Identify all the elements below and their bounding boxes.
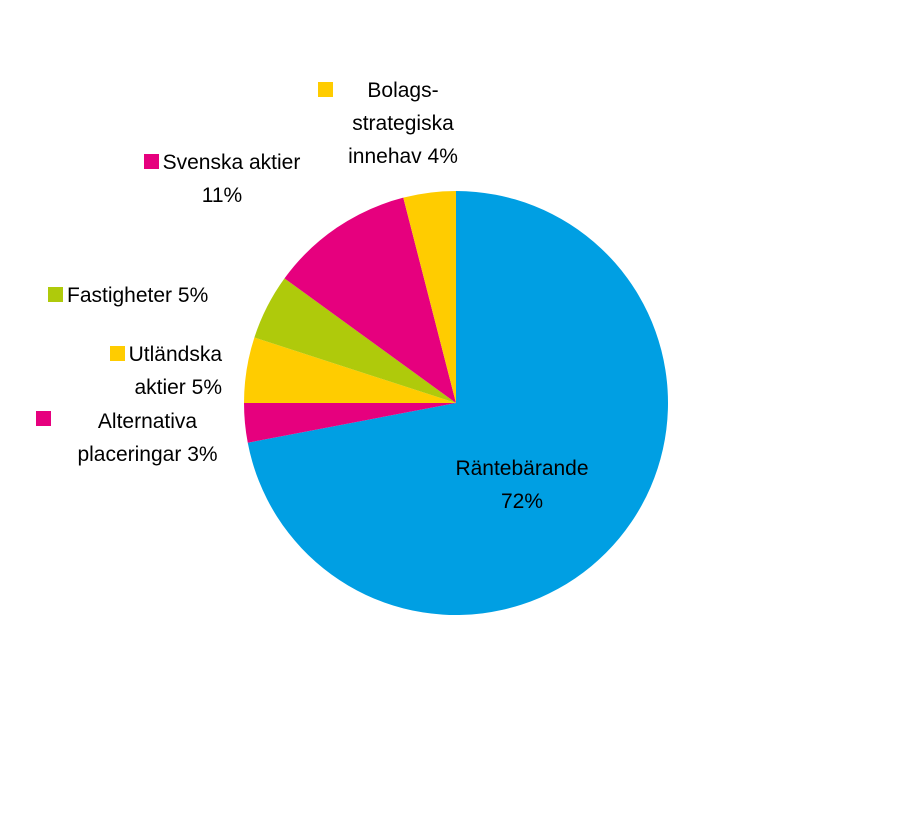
slice-label: Bolags-strategiska innehav 4% [333,74,473,173]
category-name: Fastigheter [67,284,173,307]
pie-slice [244,403,456,443]
legend-swatch [109,346,125,361]
slice-label: Alternativa placeringar 3% [63,405,233,471]
pie-slice [284,197,456,403]
category-name: Svenska aktier [162,151,301,174]
pie-slice [247,191,668,615]
category-name: Bolags-strategiska innehav [348,79,454,168]
value-label: 3% [187,443,218,466]
category-name: Utländska aktier [128,343,222,399]
value-label: 5% [191,376,222,399]
legend-swatch [318,82,333,97]
slice-label: Räntebärande 72% [422,452,622,518]
slice-label: Fastigheter 5% [48,279,263,312]
category-name: Räntebärande [455,457,589,480]
pie-slice [244,337,456,403]
legend-swatch [143,154,159,169]
value-label: 11% [201,184,243,207]
slice-label: Utländska aktier 5% [80,338,222,404]
legend-swatch [36,411,51,426]
value-label: 4% [427,145,458,168]
legend-swatch [48,287,63,302]
value-label: 5% [177,284,209,307]
pie-slice [403,191,456,403]
pie-slice [254,278,456,403]
category-name: Alternativa placeringar [77,410,198,466]
slice-label: Svenska aktier 11% [122,146,322,212]
value-label: 72% [500,490,544,513]
